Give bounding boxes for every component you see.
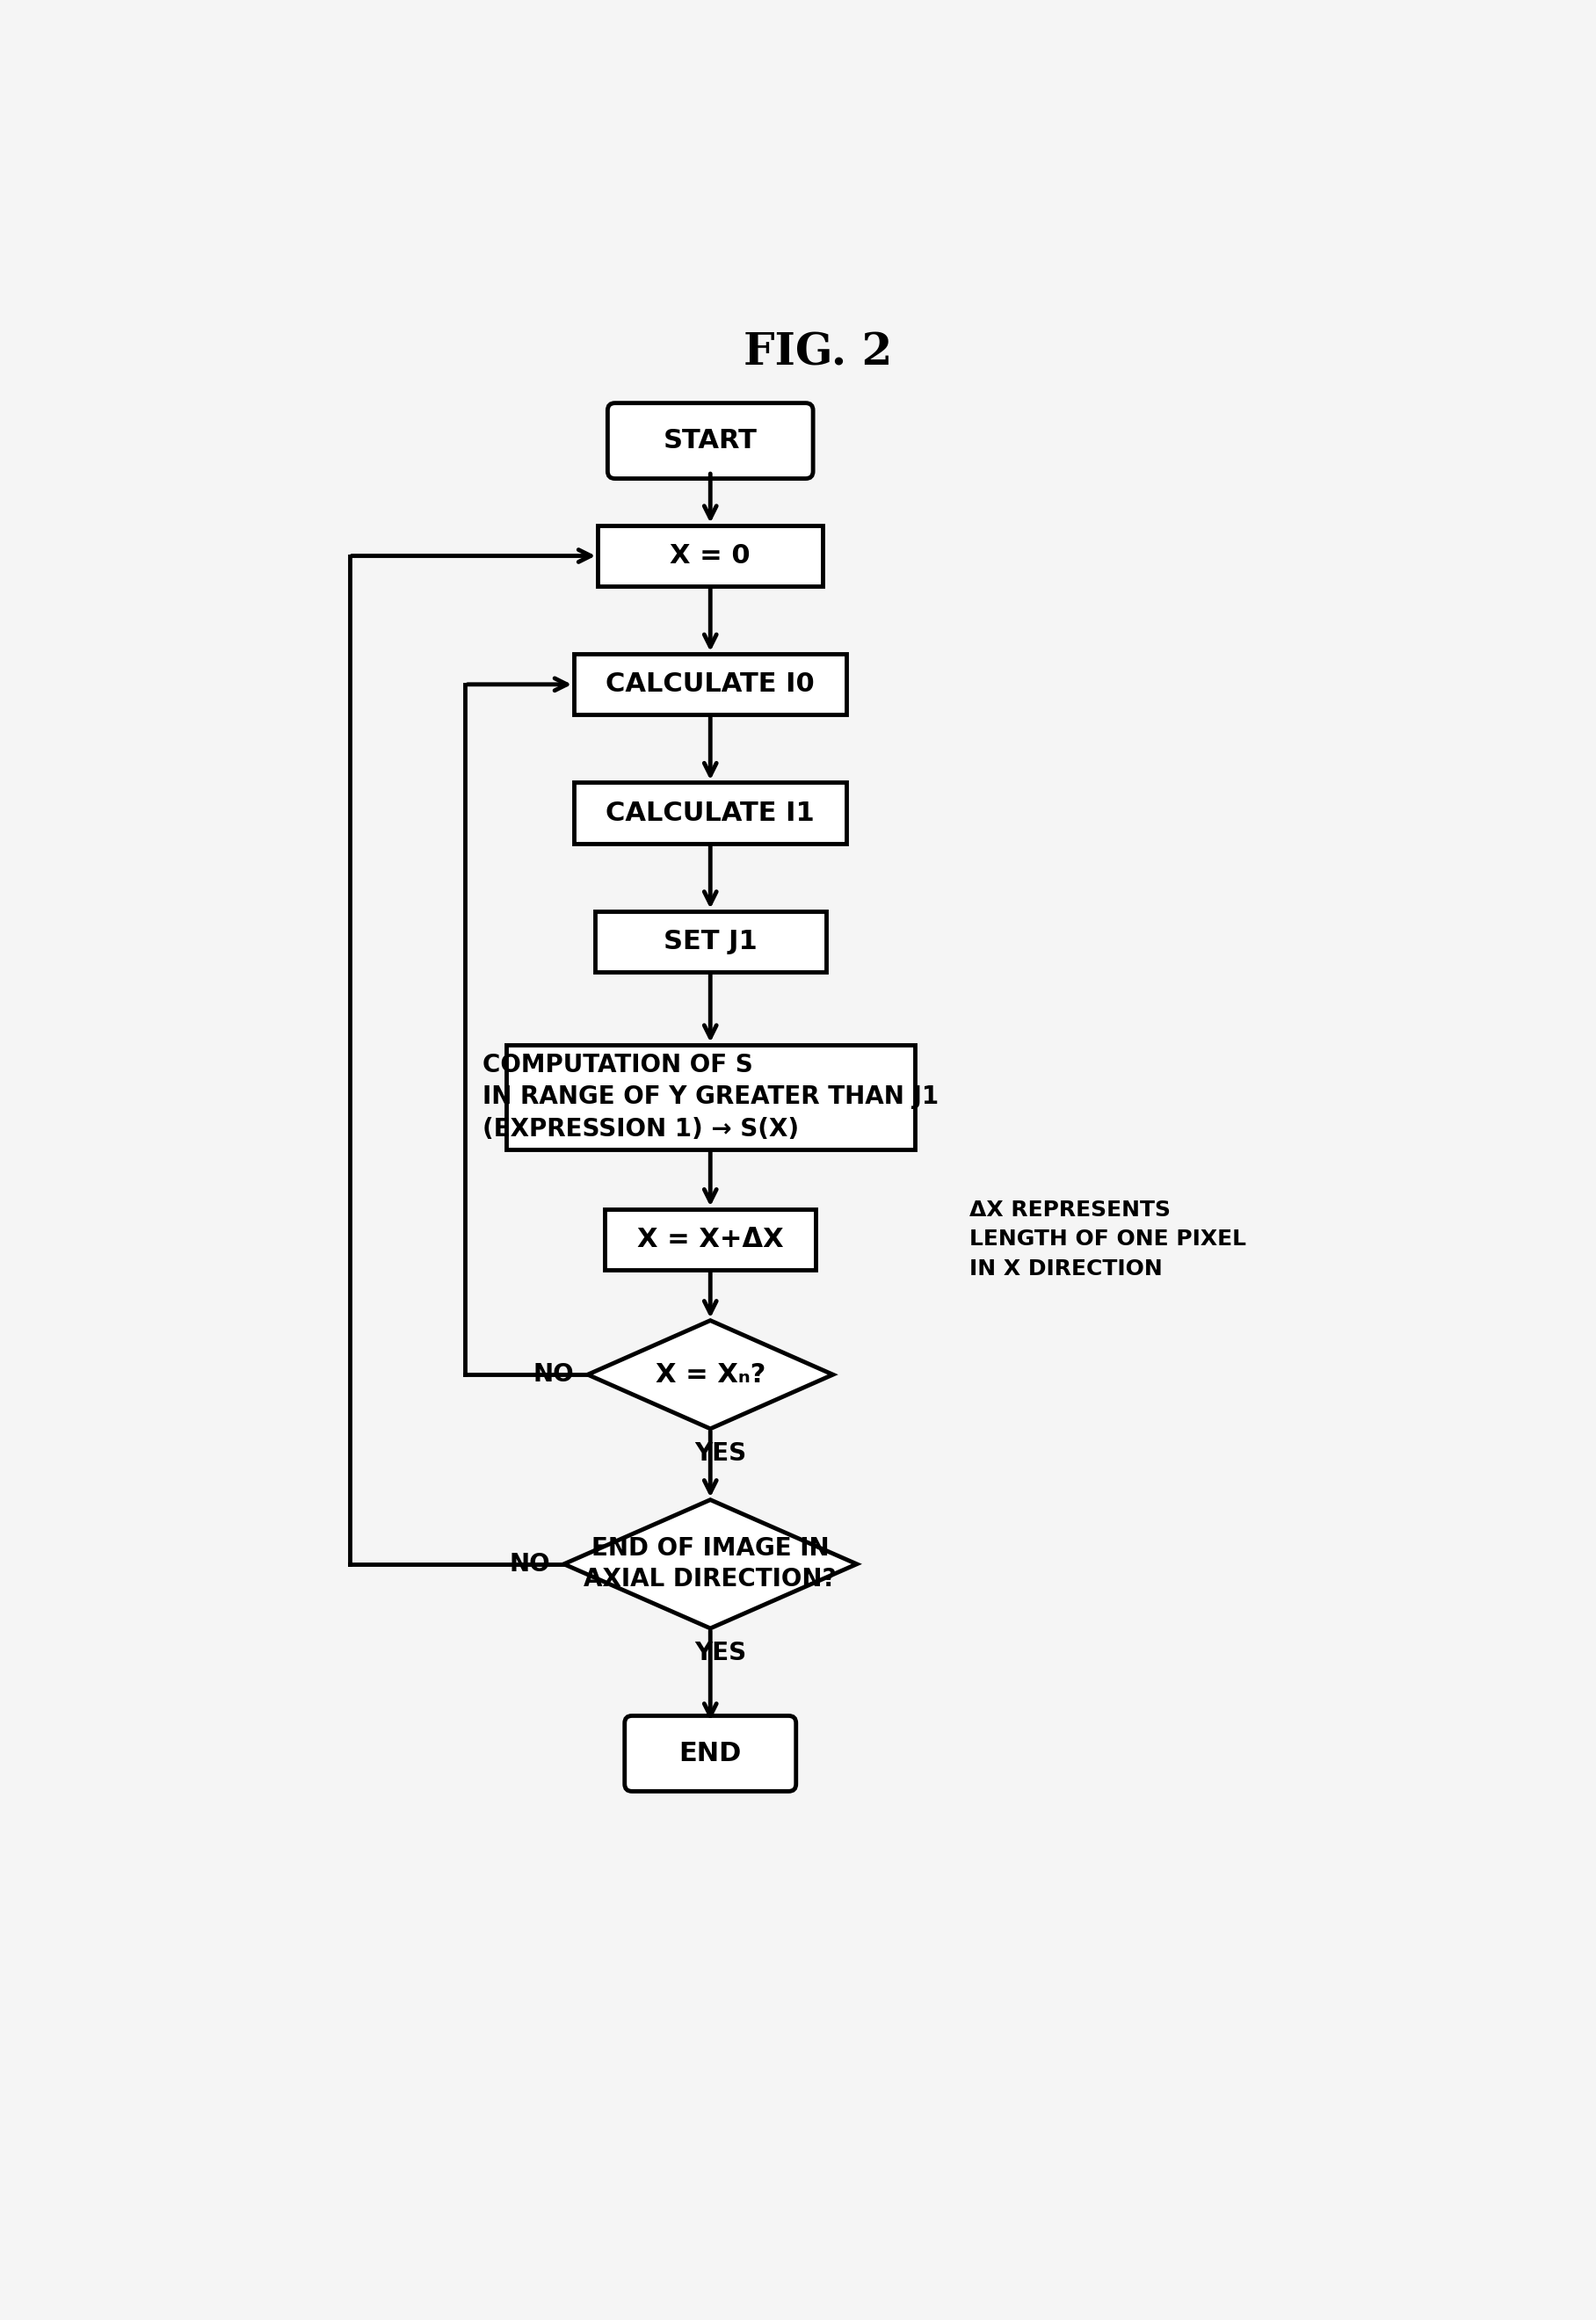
FancyBboxPatch shape bbox=[624, 1717, 796, 1791]
Bar bbox=[605, 1209, 816, 1269]
Text: START: START bbox=[664, 429, 757, 452]
Polygon shape bbox=[563, 1499, 857, 1629]
Text: X = X+ΔX: X = X+ΔX bbox=[637, 1227, 784, 1253]
Bar bbox=[575, 782, 846, 844]
Text: COMPUTATION OF S
IN RANGE OF Y GREATER THAN J1
(EXPRESSION 1) → S(X): COMPUTATION OF S IN RANGE OF Y GREATER T… bbox=[482, 1053, 938, 1141]
Text: END: END bbox=[678, 1740, 742, 1766]
Text: NO: NO bbox=[509, 1552, 551, 1575]
Bar bbox=[598, 524, 822, 587]
Text: SET J1: SET J1 bbox=[664, 928, 757, 954]
Text: CALCULATE I1: CALCULATE I1 bbox=[606, 800, 816, 826]
Text: X = 0: X = 0 bbox=[670, 543, 750, 568]
Text: NO: NO bbox=[533, 1362, 575, 1387]
Polygon shape bbox=[587, 1320, 833, 1429]
Text: FIG. 2: FIG. 2 bbox=[744, 332, 892, 374]
Bar bbox=[595, 912, 827, 972]
Text: END OF IMAGE IN
AXIAL DIRECTION?: END OF IMAGE IN AXIAL DIRECTION? bbox=[584, 1536, 836, 1592]
Text: YES: YES bbox=[694, 1640, 747, 1666]
FancyBboxPatch shape bbox=[608, 404, 812, 478]
Text: CALCULATE I0: CALCULATE I0 bbox=[606, 673, 816, 696]
Bar bbox=[575, 654, 846, 715]
Text: X = Xₙ?: X = Xₙ? bbox=[656, 1362, 766, 1387]
Text: YES: YES bbox=[694, 1441, 747, 1466]
Bar bbox=[506, 1044, 915, 1151]
Text: ΔX REPRESENTS
LENGTH OF ONE PIXEL
IN X DIRECTION: ΔX REPRESENTS LENGTH OF ONE PIXEL IN X D… bbox=[969, 1199, 1246, 1278]
